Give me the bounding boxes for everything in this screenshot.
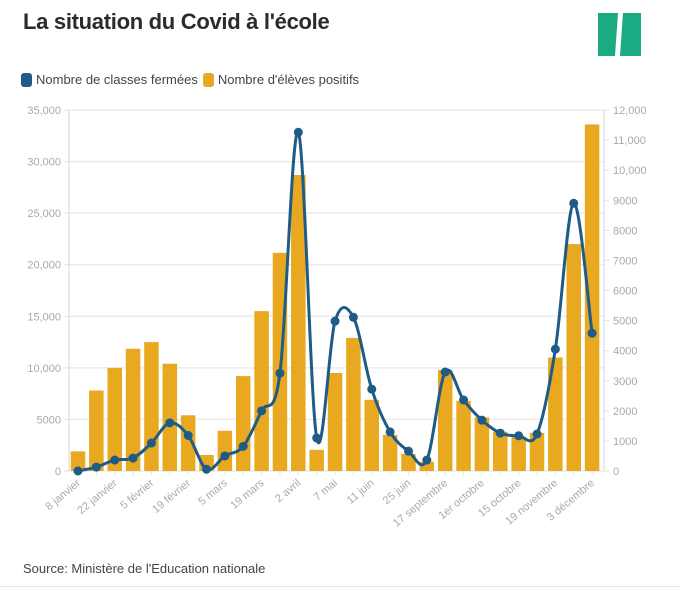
bar <box>217 430 233 471</box>
line-point <box>422 455 432 465</box>
line-point <box>146 438 156 448</box>
x-axis-tick-label: 5 mars <box>196 477 230 508</box>
left-axis-tick-label: 20,000 <box>27 260 61 272</box>
right-axis-tick-label: 11,000 <box>613 135 646 147</box>
line-point <box>257 406 267 416</box>
bar <box>474 417 490 471</box>
line-point <box>477 415 487 425</box>
x-axis-tick-label: 7 mai <box>312 477 340 503</box>
line-point <box>514 431 524 441</box>
bar <box>382 434 398 471</box>
line-point <box>110 455 120 465</box>
right-axis-tick-label: 8000 <box>613 225 637 237</box>
bar <box>419 461 435 471</box>
bar <box>291 174 306 472</box>
bar <box>566 244 581 471</box>
bar-series <box>70 124 600 472</box>
bar <box>107 367 122 471</box>
line-point <box>91 462 101 472</box>
right-axis-tick-label: 6000 <box>613 286 637 298</box>
x-axis-tick-label: 19 mars <box>228 477 267 512</box>
right-axis-tick-label: 7000 <box>613 255 637 267</box>
right-axis-tick-label: 2000 <box>613 406 637 418</box>
bar <box>364 399 380 471</box>
bar <box>254 311 269 471</box>
right-axis-tick-label: 1000 <box>613 436 637 448</box>
right-axis-tick-label: 3000 <box>613 376 637 388</box>
line-point <box>587 328 597 338</box>
line-point <box>165 418 175 428</box>
bar <box>144 342 159 471</box>
left-axis-tick-label: 30,000 <box>27 157 61 169</box>
chart-title: La situation du Covid à l'école <box>23 9 330 34</box>
line-point <box>238 441 248 451</box>
x-axis-tick-label: 22 janvier <box>75 477 120 517</box>
bar <box>529 432 545 471</box>
bar <box>493 431 508 471</box>
right-axis-tick-label: 12,000 <box>613 105 647 117</box>
left-axis-tick-label: 15,000 <box>27 311 61 323</box>
line-point <box>275 368 285 378</box>
left-axis-tick-label: 5000 <box>37 414 61 426</box>
legend-swatch-line <box>21 72 32 87</box>
right-axis-tick-label: 4000 <box>613 346 637 358</box>
bar <box>125 348 141 471</box>
bar <box>309 449 324 471</box>
bar <box>456 400 471 471</box>
line-point <box>532 429 542 439</box>
line-point <box>348 312 358 322</box>
line-series <box>73 127 597 476</box>
legend: Nombre de classes fermées Nombre d'élève… <box>21 72 364 87</box>
line-point <box>440 367 450 377</box>
x-axis-tick-label: 19 février <box>150 477 193 516</box>
line-point <box>330 316 340 326</box>
line-point <box>312 433 322 443</box>
legend-label: Nombre d'élèves positifs <box>217 72 360 87</box>
line-point <box>73 466 83 476</box>
left-axis-tick-label: 0 <box>55 466 61 478</box>
right-axis-tick-label: 0 <box>613 466 619 478</box>
line-point <box>128 453 138 463</box>
bar <box>162 363 178 471</box>
line-point <box>367 384 377 394</box>
line-point <box>293 127 303 137</box>
x-axis-tick-label: 11 juin <box>345 477 377 507</box>
axes <box>64 109 609 475</box>
right-axis-tick-label: 5000 <box>613 316 637 328</box>
line-point <box>495 428 505 438</box>
left-axis-tick-label: 35,000 <box>27 105 61 117</box>
x-axis-tick-label: 2 avril <box>273 477 303 505</box>
huffpost-logo-icon <box>598 13 641 56</box>
line-point <box>220 451 230 461</box>
line-point <box>459 395 469 405</box>
line-point <box>569 198 579 208</box>
left-axis-tick-label: 10,000 <box>27 363 61 375</box>
bar <box>584 124 600 471</box>
left-axis-tick-label: 25,000 <box>27 208 61 220</box>
legend-item-eleves-positifs[interactable]: Nombre d'élèves positifs <box>202 72 360 87</box>
line-point <box>202 464 212 474</box>
legend-label: Nombre de classes fermées <box>36 72 198 87</box>
line-point <box>183 431 193 441</box>
divider <box>0 586 680 587</box>
x-axis-tick-label: 25 juin <box>381 477 414 507</box>
bar <box>70 451 86 471</box>
bar <box>511 436 526 471</box>
bar <box>327 373 343 471</box>
bar <box>401 453 416 471</box>
bar <box>548 357 563 471</box>
bar <box>346 337 361 471</box>
bar <box>89 390 104 471</box>
chart: 0 5000 10,000 15,000 20,000 25,000 30,000 35,00… <box>27 105 647 530</box>
bar <box>235 376 251 471</box>
legend-swatch-bar <box>202 72 214 87</box>
line-point <box>385 427 395 437</box>
right-axis-tick-label: 10,000 <box>613 165 647 177</box>
source-note: Source: Ministère de l'Education nationa… <box>23 561 266 576</box>
bar <box>437 369 453 471</box>
legend-item-classes-fermees[interactable]: Nombre de classes fermées <box>21 72 198 87</box>
line-point <box>550 344 560 354</box>
right-axis-tick-label: 9000 <box>613 195 637 207</box>
line-point <box>403 446 413 456</box>
